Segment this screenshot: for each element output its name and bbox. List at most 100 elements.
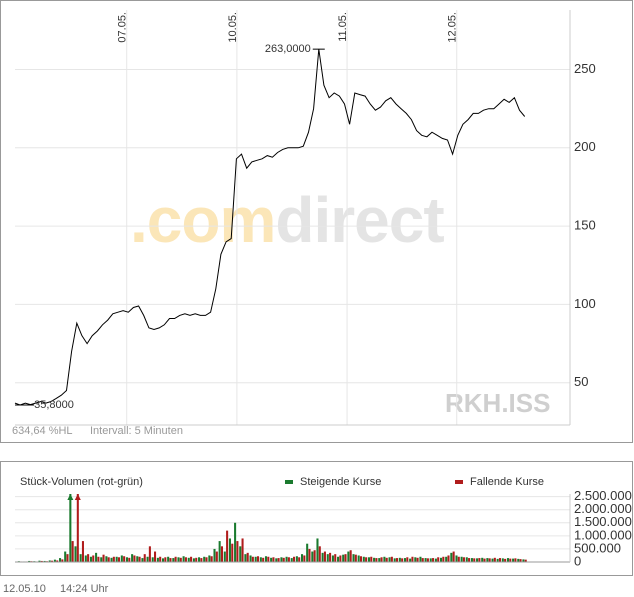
volume-bar — [416, 557, 419, 562]
volume-bar — [509, 558, 512, 562]
volume-bar — [421, 558, 424, 562]
x-tick-label: 10.05. — [227, 12, 239, 43]
volume-bar — [133, 555, 136, 562]
volume-bar — [169, 558, 172, 562]
volume-bar — [354, 554, 357, 562]
legend-swatch — [455, 480, 463, 484]
volume-bar — [373, 557, 376, 562]
volume-bar — [517, 558, 520, 562]
volume-bar — [66, 554, 69, 562]
volume-bar — [28, 560, 31, 562]
volume-bar — [228, 538, 231, 562]
volume-bar — [334, 554, 337, 562]
x-tick-label: 07.05. — [117, 12, 129, 43]
volume-bar — [460, 556, 463, 562]
volume-bar — [357, 555, 360, 562]
min-label: 35,8000 — [34, 399, 74, 411]
volume-bar — [488, 558, 491, 562]
volume-bar — [259, 557, 262, 562]
volume-bar — [128, 557, 131, 562]
volume-bar — [337, 556, 340, 562]
volume-bar — [76, 494, 79, 562]
volume-bar — [143, 554, 146, 562]
volume-bar — [365, 557, 368, 562]
volume-bar — [298, 557, 301, 562]
volume-bar — [198, 557, 201, 562]
watermark-part: direct — [275, 184, 444, 256]
volume-bar — [493, 557, 496, 562]
volume-bar — [234, 522, 237, 562]
volume-bar — [429, 558, 432, 562]
y-tick-label: 0 — [574, 553, 581, 568]
volume-bar — [69, 494, 72, 562]
watermark: .comdirect — [130, 184, 444, 256]
volume-bar — [254, 556, 257, 562]
volume-bar — [40, 560, 43, 562]
volume-bar — [280, 557, 283, 562]
x-tick-label: 12.05. — [447, 12, 459, 43]
volume-bar — [352, 554, 355, 562]
volume-bar — [524, 559, 527, 562]
legend-swatch — [285, 480, 293, 484]
volume-bar — [190, 556, 193, 562]
volume-bar — [437, 557, 440, 562]
volume-bar — [264, 556, 268, 562]
volume-bar — [349, 550, 352, 562]
volume-bar — [213, 548, 216, 562]
volume-bar — [452, 551, 455, 562]
volume-bar — [97, 556, 100, 562]
volume-bar — [306, 543, 309, 562]
volume-bar — [393, 558, 396, 562]
volume-bar — [401, 558, 404, 562]
volume-title: Stück-Volumen (rot-grün) — [20, 476, 143, 488]
volume-bar — [74, 546, 77, 562]
volume-bar — [367, 557, 370, 562]
volume-bar — [110, 557, 113, 562]
watermark-part: .com — [130, 184, 275, 256]
volume-bar — [102, 554, 105, 562]
volume-bar — [362, 556, 365, 562]
footer-hl: 634,64 %HL — [12, 425, 73, 437]
volume-bar — [285, 556, 288, 562]
volume-bar — [316, 538, 319, 562]
volume-bar — [117, 557, 121, 562]
volume-bar — [84, 555, 87, 562]
volume-bar — [295, 556, 298, 562]
volume-bar — [504, 558, 507, 562]
volume-bar — [390, 556, 393, 562]
volume-bar — [478, 558, 481, 562]
volume-bar — [522, 559, 525, 562]
volume-bar — [167, 556, 170, 562]
volume-bar — [370, 556, 373, 562]
volume-bar — [164, 557, 167, 562]
volume-bar — [329, 552, 332, 562]
volume-bar — [272, 557, 275, 562]
volume-bar — [131, 554, 134, 562]
volume-bar — [491, 558, 494, 562]
volume-bar — [125, 557, 129, 562]
volume-bar — [100, 557, 103, 562]
volume-bar — [414, 557, 417, 562]
volume-bar — [172, 558, 175, 562]
volume-bar — [512, 558, 515, 562]
volume-bar — [174, 556, 177, 562]
volume-bar — [496, 558, 499, 562]
volume-bar — [256, 556, 260, 562]
volume-bar — [275, 558, 278, 562]
volume-bar — [455, 555, 458, 562]
volume-bar — [359, 556, 363, 562]
volume-bar — [419, 556, 422, 562]
volume-bar — [136, 556, 139, 562]
volume-bar — [81, 541, 84, 562]
volume-bar — [486, 558, 489, 562]
volume-bar — [123, 556, 126, 562]
volume-bar — [290, 558, 293, 562]
volume-bar — [231, 543, 234, 562]
volume-bar — [339, 555, 342, 562]
y-tick-label: 100 — [574, 296, 596, 311]
volume-bar — [462, 557, 465, 562]
volume-bar — [177, 557, 180, 562]
volume-bar — [311, 551, 314, 562]
volume-bar — [326, 554, 329, 562]
timestamp-date: 12.05.10 — [3, 583, 46, 595]
